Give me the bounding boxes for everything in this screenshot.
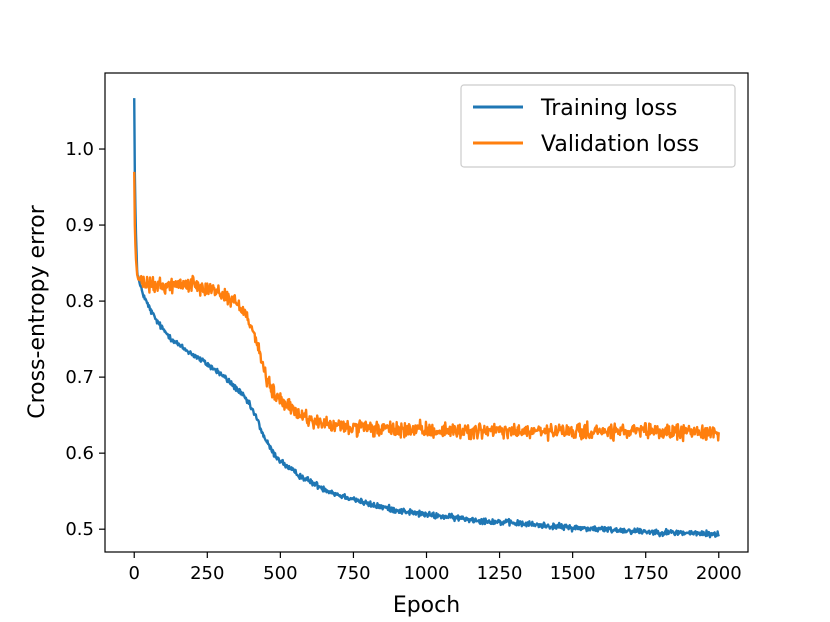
x-tick-label: 500	[263, 563, 297, 584]
legend-label-validation-loss: Validation loss	[541, 132, 699, 157]
y-tick-label: 0.6	[65, 443, 94, 464]
x-tick-label: 750	[336, 563, 370, 584]
y-tick-label: 0.9	[65, 215, 94, 236]
y-tick-label: 0.5	[65, 519, 94, 540]
y-tick-label: 1.0	[65, 139, 94, 160]
x-tick-label: 1500	[550, 563, 596, 584]
x-tick-label: 250	[190, 563, 224, 584]
x-tick-label: 1750	[623, 563, 669, 584]
x-tick-label: 1000	[404, 563, 450, 584]
x-tick-label: 1250	[477, 563, 523, 584]
y-axis-label: Cross-entropy error	[25, 204, 50, 419]
legend-label-training-loss: Training loss	[540, 96, 677, 121]
x-tick-label: 2000	[696, 563, 742, 584]
y-axis-ticks: 0.5 0.6 0.7 0.8 0.9 1.0	[65, 139, 105, 540]
y-tick-label: 0.7	[65, 367, 94, 388]
x-axis-label: Epoch	[393, 593, 460, 618]
legend: Training loss Validation loss	[460, 84, 736, 168]
series-layer	[133, 98, 720, 539]
series-line-validation-loss	[133, 171, 720, 443]
x-axis-ticks: 0 250 500 750 1000 1250 1500 1750 2000	[129, 552, 742, 584]
series-line-training-loss	[133, 98, 720, 539]
x-tick-label: 0	[129, 563, 140, 584]
legend-box	[460, 84, 736, 168]
y-tick-label: 0.8	[65, 291, 94, 312]
